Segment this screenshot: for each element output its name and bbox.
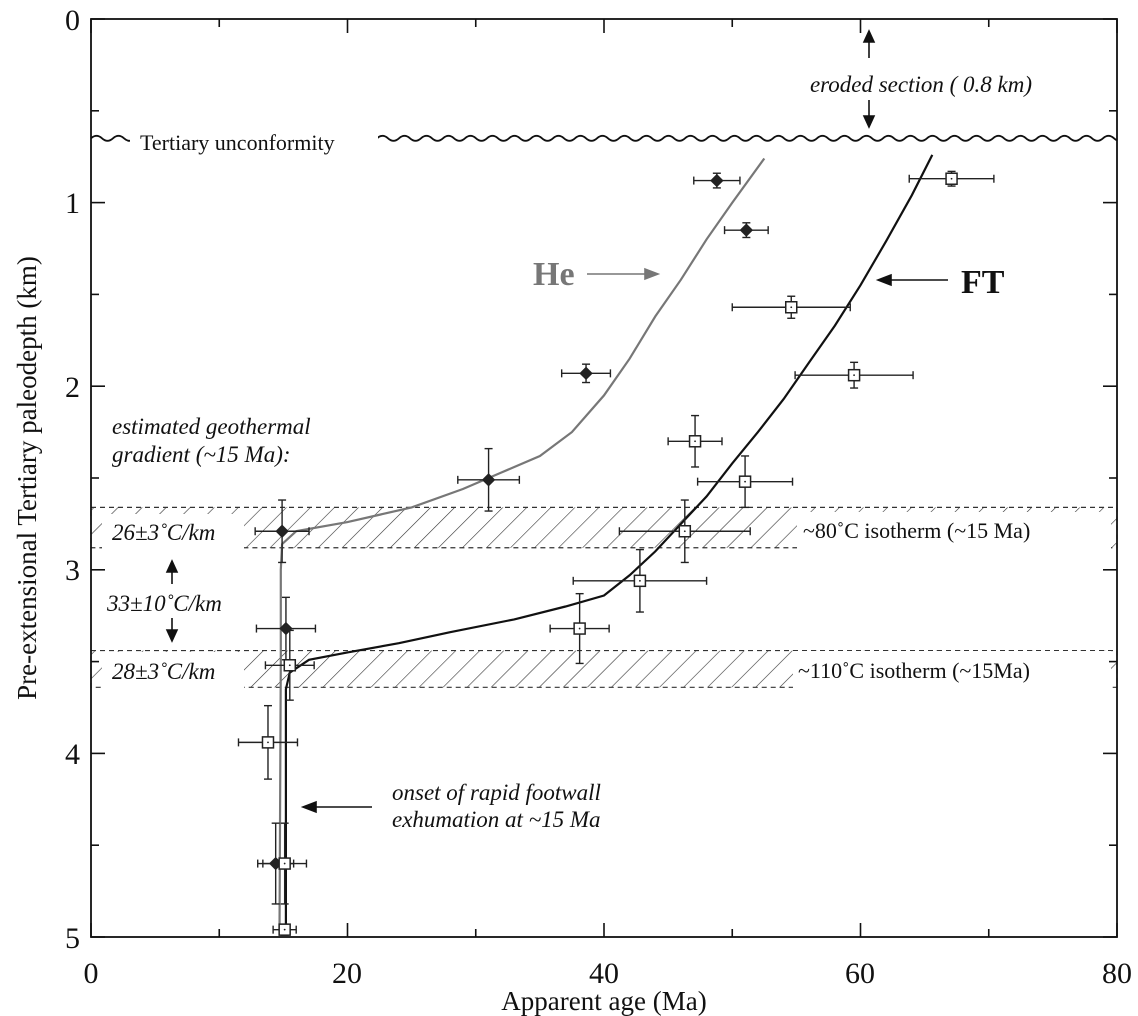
ft-point-7 [549, 592, 610, 665]
square-center-dot [578, 627, 581, 630]
square-center-dot [744, 480, 746, 483]
onset-label-line2: exhumation at ~15 Ma [392, 807, 601, 832]
square-center-dot [683, 530, 686, 533]
ft-point-11 [272, 923, 297, 936]
square-center-dot [694, 440, 696, 443]
ft-point-3 [667, 414, 723, 468]
diamond-marker [275, 524, 289, 538]
ft-point-9 [237, 704, 299, 780]
diamond-marker [279, 621, 293, 636]
x-tick-label-60: 60 [845, 957, 875, 990]
square-center-dot [853, 374, 855, 377]
y-tick-label-0: 0 [65, 4, 80, 37]
square-center-dot [288, 664, 291, 667]
x-tick-label-0: 0 [84, 957, 99, 990]
y-tick-label-3: 3 [65, 554, 80, 587]
unconformity-label: Tertiary unconformity [140, 130, 335, 155]
y-tick-label-4: 4 [65, 738, 80, 771]
ft-point-4 [696, 455, 794, 509]
ft-point-6 [572, 548, 708, 613]
label-backing-upper [102, 514, 244, 550]
square-center-dot [283, 862, 286, 865]
he-point-3 [457, 447, 521, 512]
gradient-middle-label: 33±10˚C/km [106, 591, 222, 616]
square-center-dot [283, 928, 286, 931]
data-points [237, 170, 995, 936]
he-point-1 [723, 222, 769, 239]
x-tick-label-80: 80 [1102, 957, 1132, 990]
diamond-marker [481, 473, 496, 487]
square-center-dot [950, 177, 953, 180]
ft-point-5 [618, 499, 751, 564]
gradient-middle-arrows [165, 559, 179, 643]
diamond-marker [739, 223, 754, 237]
y-tick-label-5: 5 [65, 922, 80, 955]
ft-label-arrow [875, 273, 948, 287]
gradient-title-line1: estimated geothermal [112, 414, 311, 439]
x-tick-label-40: 40 [589, 957, 619, 990]
ft-point-1 [731, 295, 851, 319]
he-point-2 [560, 363, 612, 384]
ft-point-8 [264, 629, 315, 701]
label-backing-lower [102, 652, 244, 688]
axis-ticks [90, 18, 1118, 938]
ft-model-curve [284, 154, 934, 932]
x-axis-title: Apparent age (Ma) [501, 986, 706, 1016]
square-center-dot [267, 741, 269, 744]
isotherm-80c-label: ~80˚C isotherm (~15 Ma) [803, 518, 1030, 543]
y-axis-title: Pre-extensional Tertiary paleodepth (km) [12, 256, 42, 700]
square-center-dot [790, 306, 793, 309]
ft-point-2 [794, 361, 914, 389]
eroded-section-arrows [862, 29, 876, 129]
eroded-section-label: eroded section ( 0.8 km) [810, 72, 1032, 97]
he-point-0 [693, 172, 741, 189]
ft-point-0 [908, 170, 995, 187]
diamond-marker [710, 173, 724, 188]
square-center-dot [639, 579, 641, 582]
gradient-title-line2: gradient (~15 Ma): [112, 442, 291, 467]
onset-label-line1: onset of rapid footwall [392, 780, 601, 805]
label-backing-110c [793, 651, 1111, 689]
label-backing-80c [797, 512, 1111, 550]
y-tick-label-1: 1 [65, 187, 80, 220]
ft-curve-label: FT [961, 264, 1005, 301]
he-curve-label: He [533, 256, 575, 293]
he-point-4 [254, 499, 310, 564]
he-label-arrow [587, 267, 661, 281]
gradient-lower-label: 28±3˚C/km [112, 659, 215, 684]
x-tick-label-20: 20 [332, 957, 362, 990]
isotherm-110c-label: ~110˚C isotherm (~15Ma) [798, 658, 1030, 683]
unconformity-label-backing [130, 128, 378, 158]
y-tick-label-2: 2 [65, 371, 80, 404]
ft-point-10 [262, 822, 308, 905]
onset-arrow [300, 800, 372, 814]
gradient-upper-label: 26±3˚C/km [112, 520, 215, 545]
diamond-marker [579, 366, 593, 381]
